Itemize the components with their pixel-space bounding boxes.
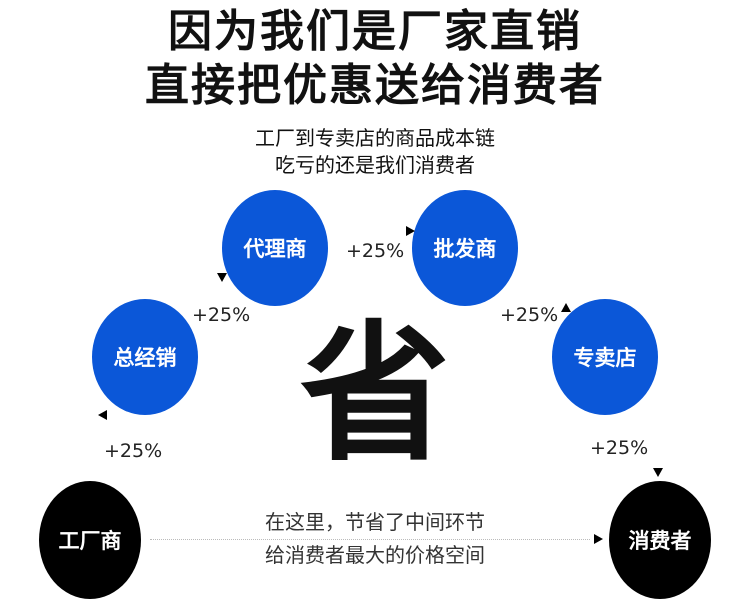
arrow-icon — [217, 273, 227, 282]
arrow-icon — [561, 303, 571, 312]
markup-label: +25% — [192, 304, 251, 326]
direct-path-line — [150, 539, 590, 540]
arrow-icon — [98, 410, 107, 420]
node-agent: 代理商 — [222, 190, 328, 306]
bottom-text-line-1: 在这里，节省了中间环节 — [265, 510, 485, 534]
arrow-icon — [594, 534, 603, 544]
node-store: 专卖店 — [552, 299, 658, 415]
markup-label: +25% — [500, 304, 559, 326]
node-factory: 工厂商 — [39, 481, 141, 599]
node-general-distributor: 总经销 — [92, 299, 198, 415]
headline-line-2: 直接把优惠送给消费者 — [145, 60, 605, 111]
node-consumer: 消费者 — [609, 481, 711, 599]
subtitle-line-2: 吃亏的还是我们消费者 — [275, 153, 475, 177]
subtitle-line-1: 工厂到专卖店的商品成本链 — [255, 126, 495, 150]
arrow-icon — [653, 468, 663, 477]
markup-label: +25% — [590, 437, 649, 459]
node-wholesaler: 批发商 — [412, 190, 518, 306]
bottom-text-line-2: 给消费者最大的价格空间 — [265, 543, 485, 567]
headline-line-1: 因为我们是厂家直销 — [168, 6, 582, 57]
markup-label: +25% — [346, 240, 405, 262]
arrow-icon — [406, 226, 415, 236]
markup-label: +25% — [104, 440, 163, 462]
center-character: 省 — [300, 308, 451, 482]
